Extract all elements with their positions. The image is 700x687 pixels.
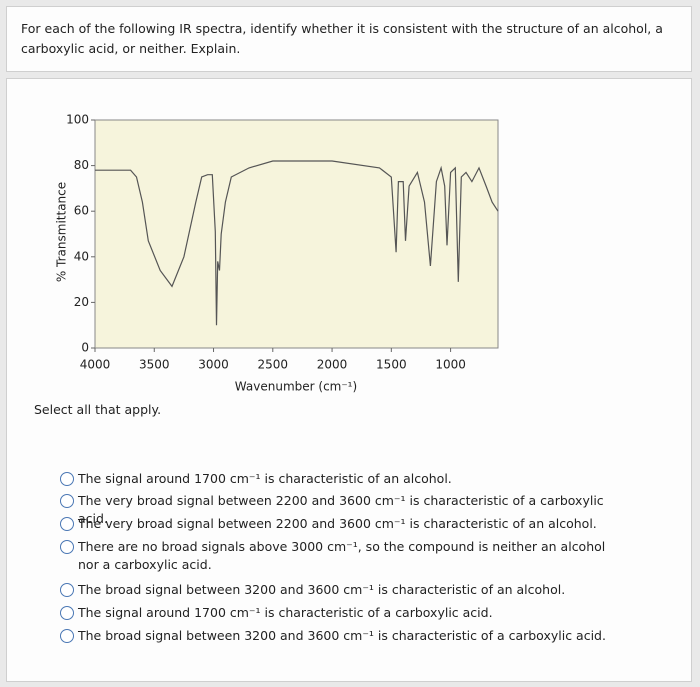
option: The very broad signal between 2200 and 3…: [60, 515, 620, 533]
plot-area: [94, 119, 499, 349]
option-checkbox[interactable]: [60, 583, 74, 597]
x-tick-label: 4000: [80, 358, 111, 372]
option-text[interactable]: The signal around 1700 cm⁻¹ is character…: [78, 605, 493, 620]
y-tick-label: 20: [74, 295, 89, 309]
y-tick-label: 60: [74, 204, 89, 218]
y-tick-label: 0: [81, 341, 89, 355]
x-tick-label: 3000: [198, 358, 229, 372]
option-checkbox[interactable]: [60, 494, 74, 508]
option: The broad signal between 3200 and 3600 c…: [60, 581, 620, 599]
x-tick-label: 1000: [435, 358, 466, 372]
option-text[interactable]: There are no broad signals above 3000 cm…: [78, 539, 606, 572]
option-text[interactable]: The broad signal between 3200 and 3600 c…: [78, 582, 566, 597]
option: The signal around 1700 cm⁻¹ is character…: [60, 470, 620, 488]
x-tick-label: 2000: [317, 358, 348, 372]
y-tick-label: 100: [66, 113, 89, 127]
x-tick-label: 3500: [139, 358, 170, 372]
y-axis-label: % Transmittance: [55, 182, 69, 282]
option-text[interactable]: The very broad signal between 2200 and 3…: [78, 493, 604, 526]
option-checkbox[interactable]: [60, 629, 74, 643]
instruction: Select all that apply.: [34, 402, 162, 417]
option-text[interactable]: The broad signal between 3200 and 3600 c…: [78, 628, 606, 643]
option-text[interactable]: The signal around 1700 cm⁻¹ is character…: [78, 471, 452, 486]
option: The broad signal between 3200 and 3600 c…: [60, 627, 620, 645]
option: The very broad signal between 2200 and 3…: [60, 492, 620, 528]
y-tick-label: 80: [74, 158, 89, 172]
question-text: For each of the following IR spectra, id…: [21, 21, 663, 56]
x-tick-label: 1500: [376, 358, 407, 372]
option: The signal around 1700 cm⁻¹ is character…: [60, 604, 620, 622]
option-text[interactable]: The very broad signal between 2200 and 3…: [78, 516, 597, 531]
y-tick-label: 40: [74, 249, 89, 263]
chart: % Transmittance Wavenumber (cm⁻¹) 0 20 40 6…: [55, 113, 499, 394]
option-checkbox[interactable]: [60, 517, 74, 531]
option-checkbox[interactable]: [60, 540, 74, 554]
x-axis-label: Wavenumber (cm⁻¹): [235, 380, 357, 394]
spectrum-line: [95, 160, 499, 326]
option-checkbox[interactable]: [60, 472, 74, 486]
x-tick-label: 2500: [258, 358, 289, 372]
option-checkbox[interactable]: [60, 606, 74, 620]
question-panel: For each of the following IR spectra, id…: [6, 6, 692, 72]
option: There are no broad signals above 3000 cm…: [60, 538, 620, 574]
